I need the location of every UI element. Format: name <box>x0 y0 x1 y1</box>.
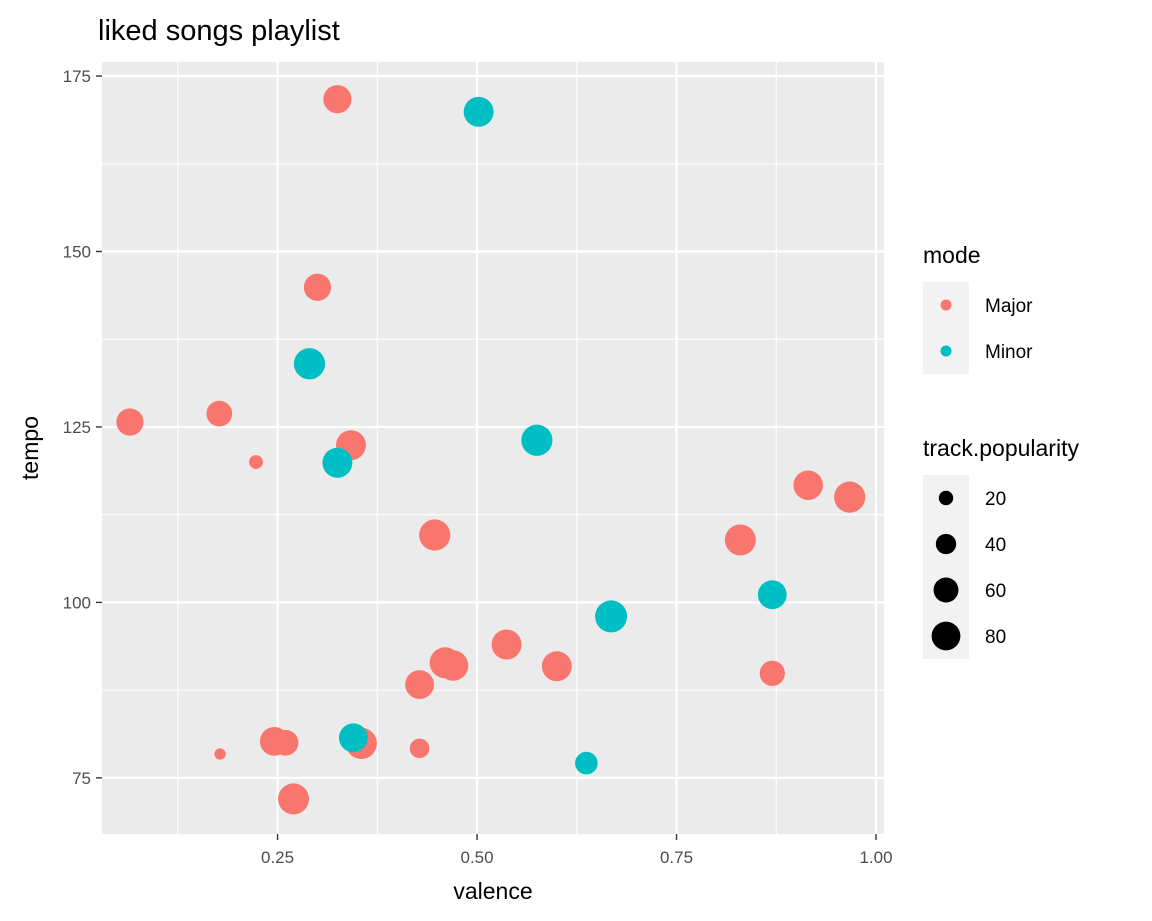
data-point-major <box>759 660 785 686</box>
data-point-minor <box>463 96 494 127</box>
y-tick-label: 75 <box>72 769 91 788</box>
legend-size-key <box>931 621 961 651</box>
data-point-major <box>724 524 756 556</box>
x-tick-label: 0.50 <box>460 848 493 867</box>
data-point-minor <box>575 751 598 775</box>
major-gridlines <box>102 62 884 834</box>
x-axis-title: valence <box>453 878 532 904</box>
data-point-major <box>409 738 430 759</box>
data-point-major <box>116 408 144 436</box>
data-point-major <box>491 629 522 660</box>
legend-key-major <box>940 299 952 311</box>
y-tick-label: 100 <box>63 593 91 612</box>
legend-size-label: 80 <box>985 627 1006 648</box>
color-legend: mode Major Minor <box>923 242 1033 374</box>
y-tick-label: 175 <box>63 67 91 86</box>
y-tick-label: 125 <box>63 418 91 437</box>
y-axis-tick-labels: 75 100 125 150 175 <box>63 67 91 788</box>
data-point-major <box>834 481 866 513</box>
data-point-major <box>405 670 435 699</box>
data-point-major <box>323 85 352 114</box>
legend-size-label: 40 <box>985 535 1006 556</box>
chart-title: liked songs playlist <box>98 15 340 47</box>
legend-size-key <box>933 577 959 603</box>
y-axis-title: tempo <box>17 416 43 480</box>
data-point-major <box>303 273 332 301</box>
data-point-major <box>541 651 572 682</box>
data-point-minor <box>757 580 787 610</box>
legend-size-key <box>935 533 957 555</box>
legend-size-key <box>938 490 954 506</box>
legend-key-minor <box>940 345 952 357</box>
data-point-minor <box>338 723 368 753</box>
data-point-major <box>437 650 469 681</box>
size-legend-title: track.popularity <box>923 435 1079 461</box>
x-axis-tick-labels: 0.25 0.50 0.75 1.00 <box>261 848 893 867</box>
data-point-minor <box>595 600 628 633</box>
x-tick-label: 1.00 <box>859 848 892 867</box>
x-tick-label: 0.25 <box>261 848 294 867</box>
data-point-major <box>278 783 310 815</box>
data-point-major <box>206 400 233 427</box>
x-tick-label: 0.75 <box>660 848 693 867</box>
y-tick-label: 150 <box>63 242 91 261</box>
color-legend-title: mode <box>923 242 981 268</box>
data-point-major <box>249 455 263 469</box>
legend-label-major: Major <box>985 296 1033 317</box>
data-point-major <box>214 748 226 760</box>
data-point-minor <box>521 424 553 456</box>
data-point-major <box>272 729 299 756</box>
plot-panel <box>102 62 884 834</box>
axis-ticks <box>96 75 877 840</box>
data-point-minor <box>322 447 353 478</box>
legend-size-label: 20 <box>985 489 1006 510</box>
data-points <box>116 85 866 815</box>
data-point-major <box>419 519 451 551</box>
data-point-major <box>793 470 823 500</box>
data-point-minor <box>293 348 326 380</box>
legend-label-minor: Minor <box>985 342 1033 363</box>
size-legend: track.popularity 20 40 60 80 <box>923 435 1079 659</box>
legend-size-label: 60 <box>985 581 1006 602</box>
minor-gridlines <box>102 62 884 834</box>
